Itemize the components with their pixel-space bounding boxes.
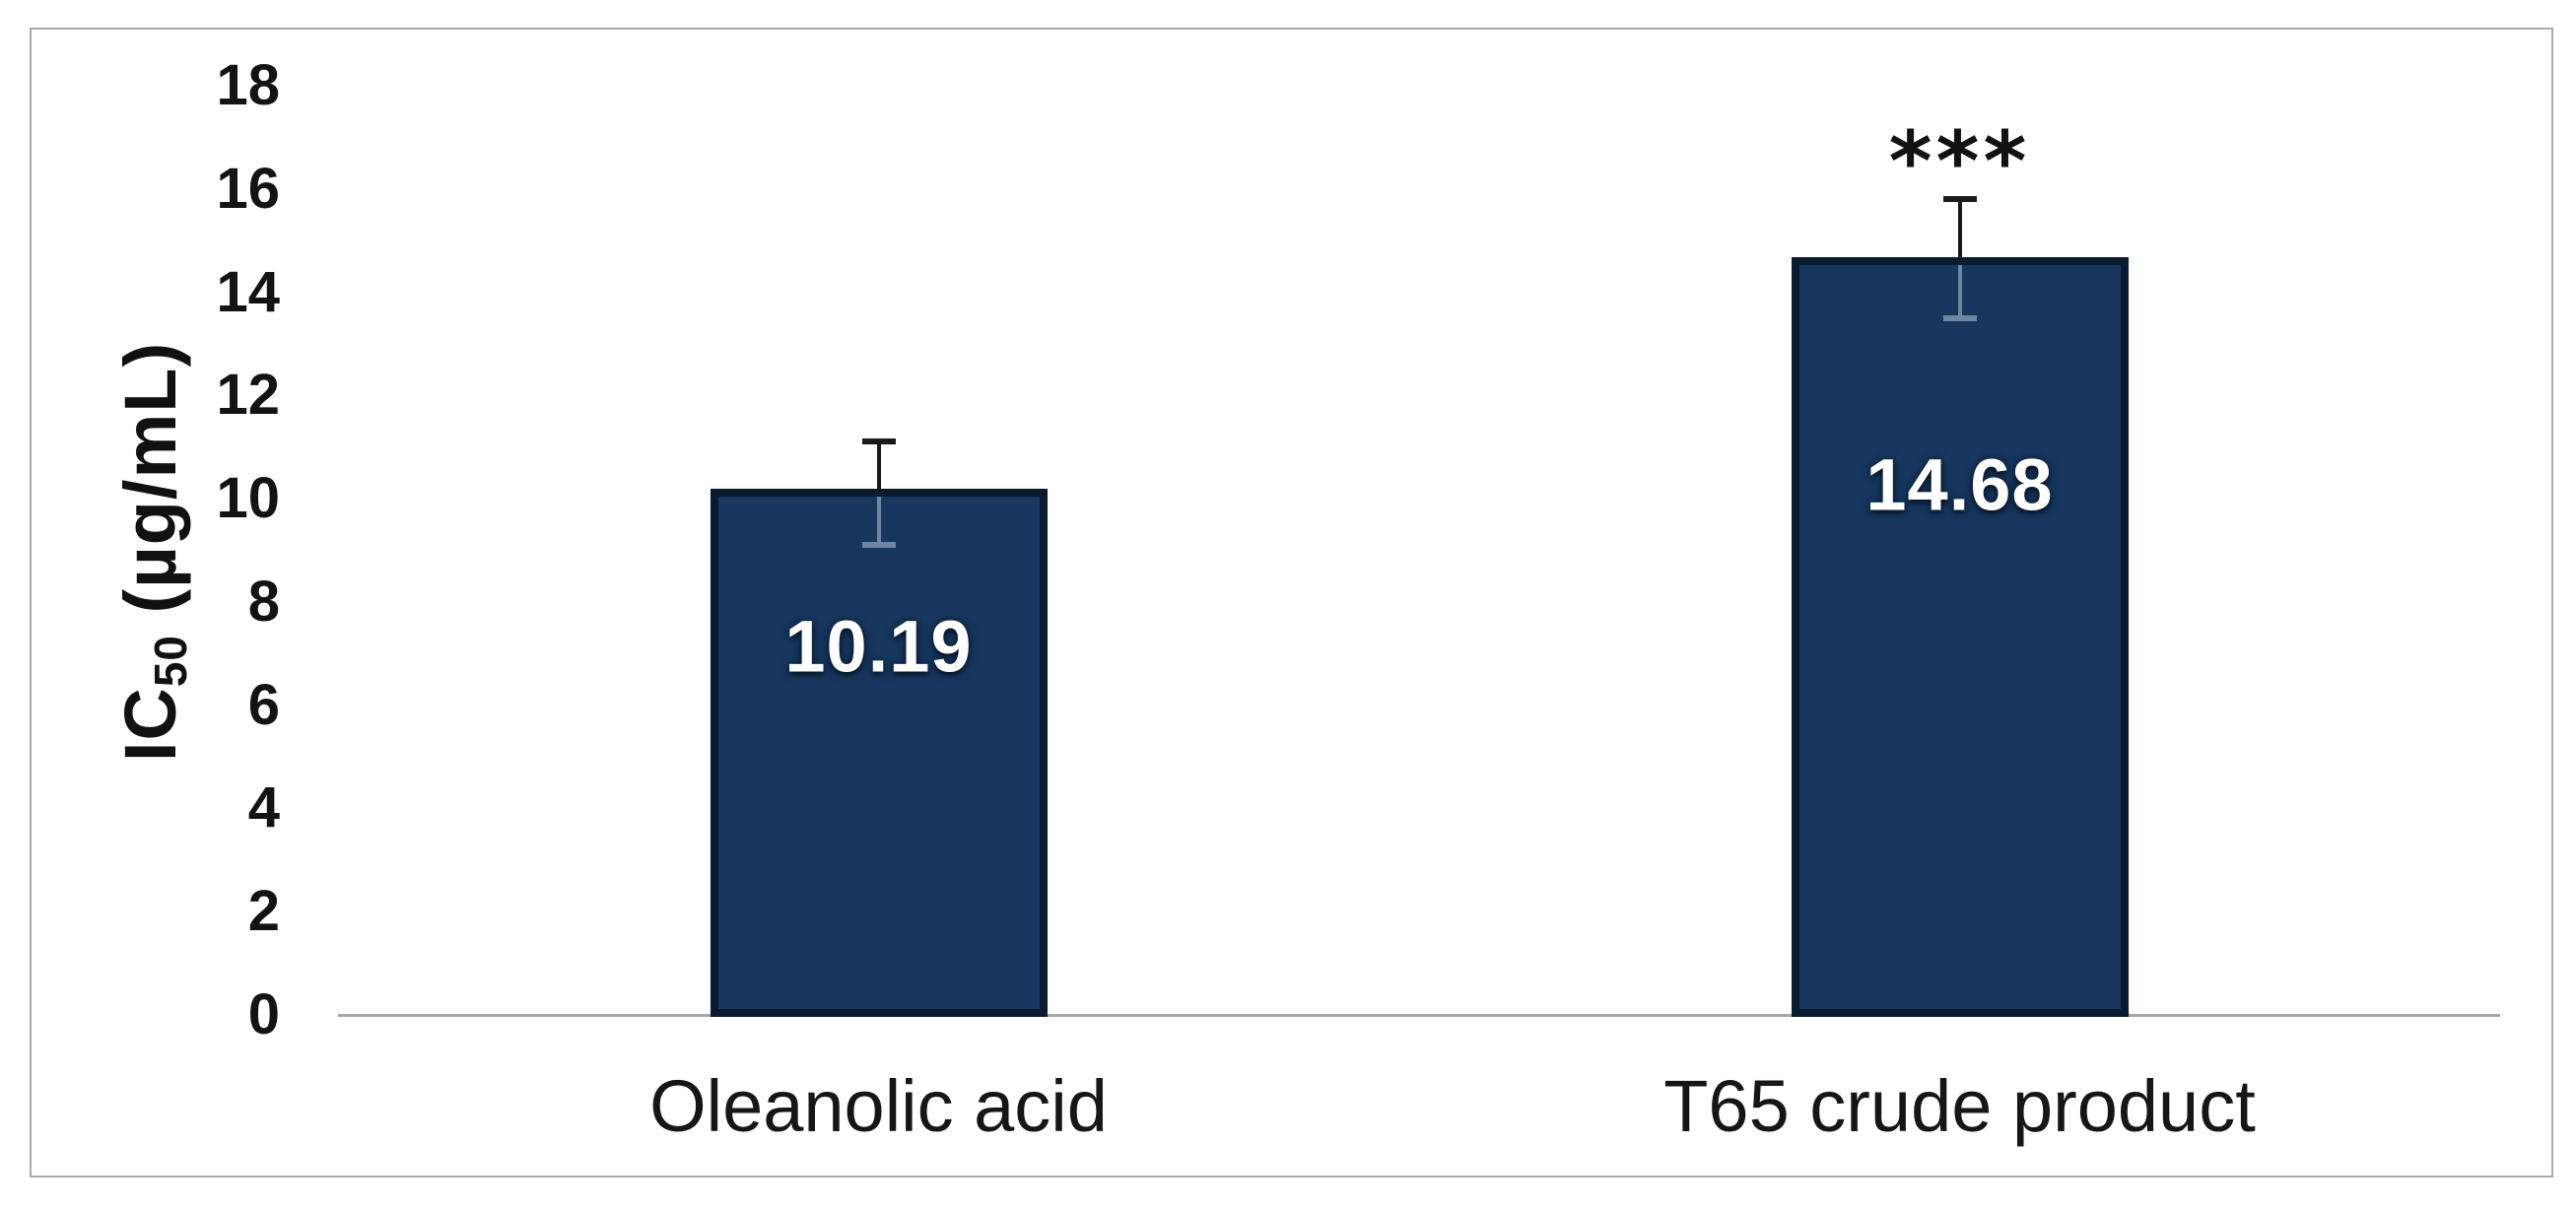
- error-bar-bottom-cap: [1942, 314, 1977, 321]
- error-bar-top-cap: [1942, 196, 1977, 203]
- error-bar-top-cap: [861, 438, 896, 445]
- y-tick-label-14: 14: [216, 259, 280, 324]
- error-bar-lower-line: [876, 497, 881, 546]
- error-bar-bottom-cap: [861, 542, 896, 549]
- x-category-label: Oleanolic acid: [649, 1065, 1108, 1147]
- x-axis-line: [338, 1014, 2500, 1017]
- figure-border: [30, 28, 2553, 1178]
- error-bar-upper-line: [1957, 199, 1962, 257]
- y-tick-label-18: 18: [216, 53, 280, 117]
- error-bar-lower-line: [1957, 264, 1962, 318]
- bar-oleanolic-acid: [710, 489, 1048, 1017]
- y-tick-label-16: 16: [216, 156, 280, 221]
- y-tick-label-6: 6: [247, 672, 280, 737]
- bar-value-label: 14.68: [1865, 443, 2054, 526]
- y-tick-label-12: 12: [216, 363, 280, 428]
- y-tick-label-10: 10: [216, 466, 280, 531]
- bar-t65-crude-product: [1791, 256, 2129, 1017]
- y-tick-label-8: 8: [247, 569, 280, 634]
- y-tick-label-0: 0: [247, 982, 280, 1046]
- error-bar-upper-line: [876, 441, 881, 490]
- y-tick-label-4: 4: [247, 775, 280, 841]
- bar-value-label: 10.19: [784, 605, 973, 688]
- x-category-label: T65 crude product: [1663, 1065, 2256, 1147]
- significance-marker: ***: [1888, 113, 2031, 211]
- y-tick-label-2: 2: [247, 879, 280, 944]
